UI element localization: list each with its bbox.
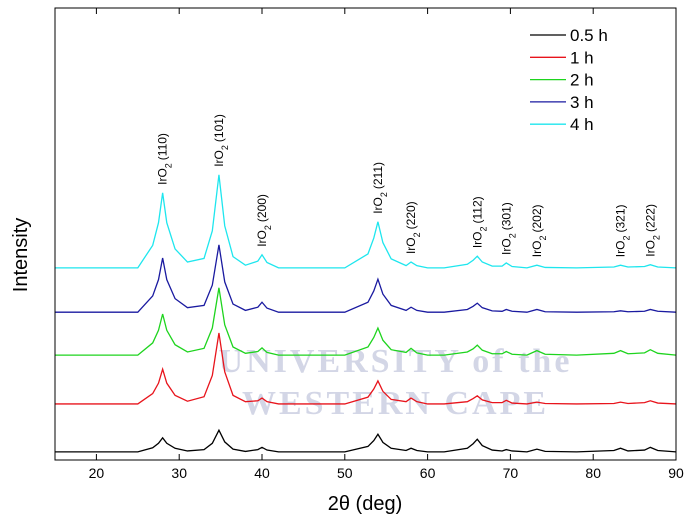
peak-label: IrO2 (301) — [499, 202, 517, 255]
peak-label: IrO2 (321) — [614, 204, 632, 257]
plot-frame — [54, 7, 677, 461]
legend-label: 0.5 h — [570, 26, 608, 45]
peak-label: IrO2 (222) — [643, 204, 661, 257]
peak-label-hkl: (321) — [614, 204, 628, 232]
peak-label-text: IrO — [255, 230, 269, 247]
peak-label-hkl: (112) — [470, 196, 484, 223]
x-tick-label: 90 — [668, 465, 684, 481]
peak-label-sub: 2 — [478, 226, 488, 231]
peak-label-hkl: (202) — [530, 204, 544, 232]
peak-label: IrO2 (220) — [404, 201, 422, 254]
peak-label: IrO2 (211) — [371, 162, 389, 214]
y-axis-label: Intensity — [10, 218, 32, 292]
peak-label-text: IrO — [643, 240, 657, 257]
peak-label-hkl: (211) — [371, 162, 385, 189]
peak-label-text: IrO — [530, 241, 544, 258]
peak-label-sub: 2 — [220, 145, 230, 150]
peak-label-hkl: (220) — [404, 201, 418, 229]
legend-label: 3 h — [570, 93, 594, 112]
peak-label-text: IrO — [371, 197, 385, 214]
peak-label: IrO2 (112) — [470, 196, 488, 248]
peak-label-sub: 2 — [263, 225, 273, 230]
x-tick-label: 60 — [420, 465, 436, 481]
peak-label-text: IrO — [404, 237, 418, 254]
peak-label-sub: 2 — [538, 236, 548, 241]
x-tick-label: 40 — [254, 465, 270, 481]
peak-label-sub: 2 — [622, 236, 632, 241]
peak-label-text: IrO — [470, 231, 484, 248]
peak-label-text: IrO — [614, 241, 628, 258]
series-line — [55, 287, 677, 356]
peak-label-hkl: (301) — [499, 202, 513, 230]
peak-label: IrO2 (110) — [156, 133, 174, 185]
peak-label: IrO2 (101) — [212, 114, 230, 167]
watermark: UNIVERSITY of the — [219, 343, 573, 380]
legend-label: 1 h — [570, 48, 594, 67]
peak-label-sub: 2 — [651, 235, 661, 240]
series-line — [55, 332, 677, 405]
x-axis-label: 2θ (deg) — [328, 493, 403, 515]
x-tick-label: 30 — [171, 465, 187, 481]
x-tick-label: 20 — [89, 465, 105, 481]
peak-label-text: IrO — [156, 168, 170, 185]
series-line — [55, 174, 677, 269]
peak-label: IrO2 (200) — [255, 194, 273, 247]
peak-label-hkl: (222) — [643, 204, 657, 232]
peak-label-text: IrO — [499, 238, 513, 255]
peak-label-sub: 2 — [507, 233, 517, 238]
peak-label-hkl: (101) — [212, 114, 226, 142]
peak-label-sub: 2 — [412, 232, 422, 237]
peak-label-text: IrO — [212, 150, 226, 167]
x-tick-label: 70 — [503, 465, 519, 481]
peak-label-sub: 2 — [379, 192, 389, 197]
peak-label-sub: 2 — [164, 163, 174, 168]
legend-label: 2 h — [570, 71, 594, 90]
legend-label: 4 h — [570, 115, 594, 134]
series-line — [55, 428, 677, 453]
peak-label-hkl: (200) — [255, 194, 269, 222]
peak-label: IrO2 (202) — [530, 204, 548, 257]
x-tick-label: 50 — [337, 465, 353, 481]
series-line — [55, 244, 677, 313]
peak-label-hkl: (110) — [156, 133, 170, 160]
x-tick-label: 80 — [585, 465, 601, 481]
